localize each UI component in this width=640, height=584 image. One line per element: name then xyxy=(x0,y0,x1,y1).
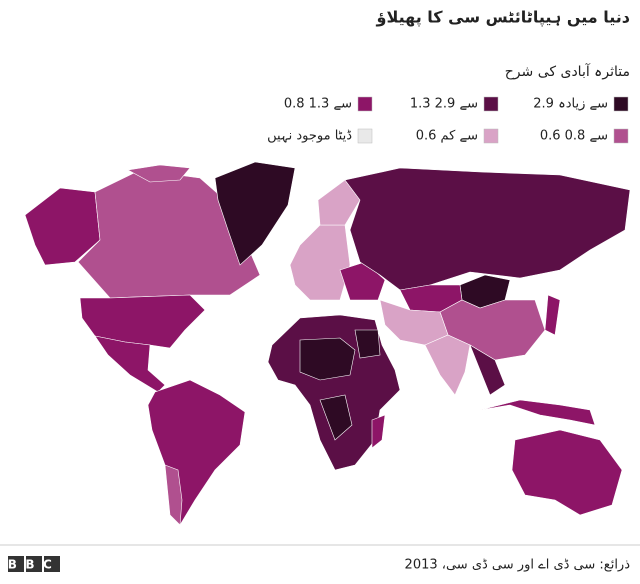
logo: BBC xyxy=(8,556,61,572)
source: ذرائع: سی ڈی اے اور سی ڈی سی، 2013 xyxy=(405,558,631,573)
legend-title: متاثرہ آبادی کی شرح xyxy=(505,63,630,80)
legend-swatch xyxy=(613,96,629,112)
title: دنیا میں ہیپاٹائٹس سی کا پھیلاؤ xyxy=(376,8,631,28)
logo-box xyxy=(44,556,60,572)
legend-swatch xyxy=(483,96,499,112)
legend-label: 2.9 سے زیادہ xyxy=(533,97,608,112)
logo-box xyxy=(8,556,24,572)
legend-swatch xyxy=(613,128,629,144)
world-map xyxy=(24,161,631,526)
legend-label: 0.6 سے کم xyxy=(416,129,478,144)
legend: 2.9 سے زیادہ 1.3 سے 2.9 0.8 سے 1.3 0.6 سے 0… xyxy=(267,96,629,144)
legend-swatch xyxy=(357,128,373,144)
legend-label: 0.8 سے 1.3 xyxy=(284,97,352,112)
legend-swatch xyxy=(483,128,499,144)
legend-label: 0.6 سے 0.8 xyxy=(540,129,608,144)
legend-label: ڈیٹا موجود نہیں xyxy=(267,129,352,144)
logo-text: BBC xyxy=(8,558,61,572)
legend-label: 1.3 سے 2.9 xyxy=(410,97,478,112)
legend-swatch xyxy=(357,96,373,112)
logo-box xyxy=(26,556,42,572)
